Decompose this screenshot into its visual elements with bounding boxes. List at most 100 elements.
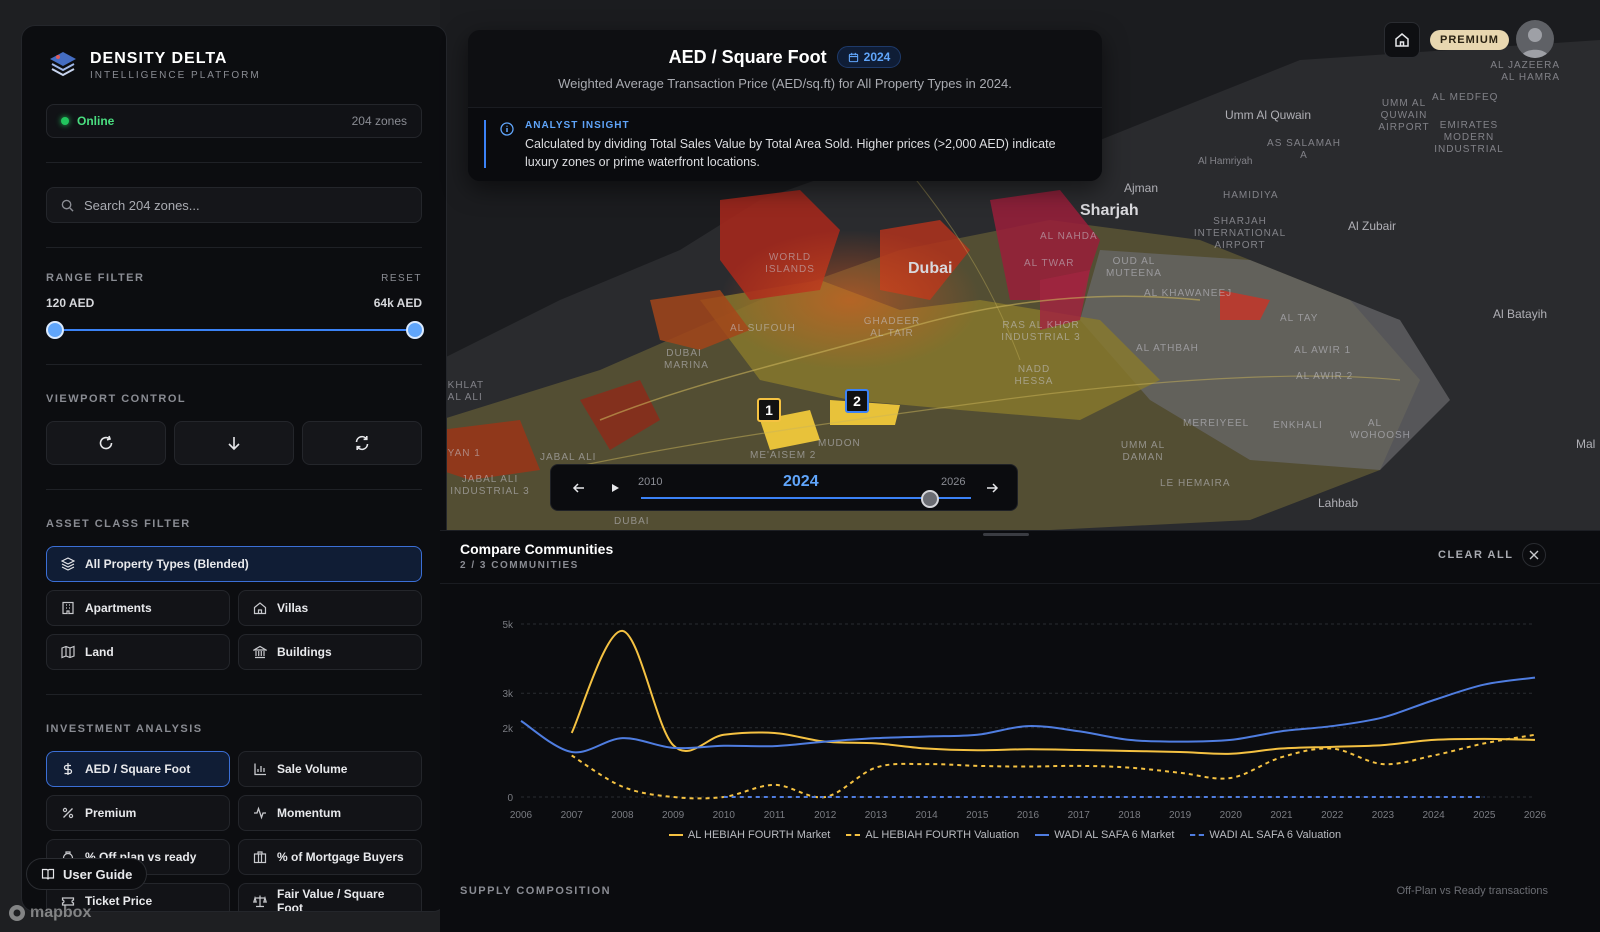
map-label-area: AL MEDFEQ	[1432, 92, 1499, 103]
compare-panel: Compare Communities 2 / 3 COMMUNITIES CL…	[440, 530, 1600, 932]
legend-item[interactable]: WADI AL SAFA 6 Valuation	[1190, 829, 1341, 841]
viewport-control-title: VIEWPORT CONTROL	[46, 393, 187, 405]
brand-header: DENSITY DELTA INTELLIGENCE PLATFORM	[22, 26, 446, 104]
chart-y-tick-label: 3k	[502, 689, 514, 700]
rotate-view-button[interactable]	[46, 421, 166, 465]
status-label: Online	[77, 114, 115, 128]
map-label-area: UMM AL QUWAIN AIRPORT	[1378, 98, 1430, 133]
legend-label: WADI AL SAFA 6 Valuation	[1209, 829, 1342, 841]
chart-series-line-1	[571, 733, 1536, 800]
divider	[46, 489, 422, 490]
mapbox-logo-icon	[9, 905, 25, 921]
legend-item[interactable]: AL HEBIAH FOURTH Valuation	[846, 829, 1019, 841]
divider	[46, 247, 422, 248]
range-slider-min-handle[interactable]	[46, 321, 64, 339]
legend-swatch	[846, 834, 861, 836]
user-guide-button[interactable]: User Guide	[26, 858, 148, 890]
home-button[interactable]	[1384, 22, 1420, 58]
map-marker-2[interactable]: 2	[845, 389, 869, 413]
asset-buildings-button[interactable]: Buildings	[238, 634, 422, 670]
asset-all-types-button[interactable]: All Property Types (Blended)	[46, 546, 422, 582]
metric-sale-volume-label: Sale Volume	[277, 762, 348, 776]
map-label-area: AL TWAR	[1024, 258, 1075, 269]
map-label-town: Mal	[1576, 437, 1596, 451]
arrow-left-icon[interactable]	[571, 480, 587, 496]
chart-x-tick-label: 2013	[865, 810, 888, 821]
chart-y-tick-label: 2k	[502, 724, 514, 735]
map-label-area: AL ATHBAH	[1136, 343, 1199, 354]
map-label-area: OUD AL MUTEENA	[1106, 256, 1162, 279]
metric-fair-value-button[interactable]: Fair Value / Square Foot	[238, 883, 422, 912]
range-slider-max-handle[interactable]	[406, 321, 424, 339]
chart-x-tick-label: 2010	[713, 810, 736, 821]
asset-land-button[interactable]: Land	[46, 634, 230, 670]
chart-x-tick-label: 2018	[1118, 810, 1141, 821]
metric-sale-volume-button[interactable]: Sale Volume	[238, 751, 422, 787]
layers-icon	[61, 557, 75, 571]
timeline-handle[interactable]	[920, 490, 939, 508]
legend-label: AL HEBIAH FOURTH Valuation	[865, 829, 1020, 841]
insight-accent-bar	[484, 120, 486, 168]
timeline-end-year: 2026	[941, 476, 966, 488]
chart-x-tick-label: 2023	[1372, 810, 1395, 821]
legend-item[interactable]: WADI AL SAFA 6 Market	[1035, 829, 1174, 841]
arrow-right-icon[interactable]	[984, 480, 1000, 496]
chart-x-tick-label: 2015	[966, 810, 989, 821]
close-panel-button[interactable]	[1522, 543, 1546, 567]
map-label-town: Lahbab	[1318, 496, 1359, 510]
chart-x-tick-label: 2006	[510, 810, 533, 821]
legend-swatch	[668, 834, 683, 836]
map-label-area: AL JAZEERA AL HAMRA	[1490, 60, 1560, 83]
tilt-down-button[interactable]	[174, 421, 294, 465]
range-slider[interactable]	[46, 320, 424, 340]
map-label-area: AS SALAMAH A	[1267, 138, 1341, 161]
metric-aed-sqft-button[interactable]: AED / Square Foot	[46, 751, 230, 787]
map-label-area: AL WOHOOSH	[1350, 418, 1411, 441]
metric-mortgage-label: % of Mortgage Buyers	[277, 850, 404, 864]
clear-all-button[interactable]: CLEAR ALL	[1438, 549, 1514, 561]
mapbox-logo-text: mapbox	[30, 904, 92, 921]
avatar[interactable]	[1516, 20, 1554, 58]
metric-ticket-price-label: Ticket Price	[85, 894, 153, 908]
map-label-area: MUDON	[818, 438, 861, 449]
home-icon	[1395, 33, 1409, 47]
chart-x-tick-label: 2020	[1220, 810, 1243, 821]
analyst-insight: ANALYST INSIGHT Calculated by dividing T…	[468, 107, 1102, 181]
map-label-area: AL KHAWANEEJ	[1144, 288, 1233, 299]
map-marker-1[interactable]: 1	[757, 398, 781, 422]
activity-icon	[254, 806, 266, 820]
chart-x-tick-label: 2024	[1422, 810, 1445, 821]
asset-villas-button[interactable]: Villas	[238, 590, 422, 626]
metric-premium-button[interactable]: Premium	[46, 795, 230, 831]
asset-apartments-button[interactable]: Apartments	[46, 590, 230, 626]
map-label-area: WORLD ISLANDS	[765, 252, 815, 275]
reset-button[interactable]: RESET	[381, 272, 422, 284]
metric-fair-value-label: Fair Value / Square Foot	[277, 887, 385, 912]
chart-x-tick-label: 2012	[814, 810, 837, 821]
map-label-area: JABAL ALI INDUSTRIAL 3	[450, 474, 530, 497]
reset-view-button[interactable]	[302, 421, 422, 465]
search-input[interactable]	[84, 197, 384, 213]
map-label-area: AL SUFOUH	[730, 323, 796, 334]
metric-title-card: AED / Square Foot 2024 Weighted Average …	[468, 30, 1102, 181]
panel-drag-handle[interactable]	[983, 533, 1029, 536]
zone-count: 204 zones	[351, 114, 407, 128]
legend-item[interactable]: AL HEBIAH FOURTH Market	[668, 829, 830, 841]
timeline-track[interactable]	[641, 497, 971, 499]
asset-villas-label: Villas	[277, 601, 309, 615]
divider	[46, 162, 422, 163]
percent-icon	[62, 807, 74, 819]
map-label-area: ME'AISEM 2	[750, 450, 817, 461]
play-icon[interactable]	[609, 482, 621, 494]
briefcase-icon	[253, 851, 267, 864]
search-box[interactable]	[46, 187, 422, 223]
chart-series-line-2	[520, 676, 1536, 754]
metric-momentum-button[interactable]: Momentum	[238, 795, 422, 831]
supply-composition-subtitle: Off-Plan vs Ready transactions	[1396, 885, 1548, 897]
premium-badge[interactable]: PREMIUM	[1430, 30, 1509, 50]
map-label-area: Al Hamriyah	[1198, 156, 1253, 167]
bank-icon	[253, 645, 267, 659]
divider	[440, 583, 1600, 584]
metric-mortgage-button[interactable]: % of Mortgage Buyers	[238, 839, 422, 875]
range-min-value: 120 AED	[46, 296, 95, 310]
